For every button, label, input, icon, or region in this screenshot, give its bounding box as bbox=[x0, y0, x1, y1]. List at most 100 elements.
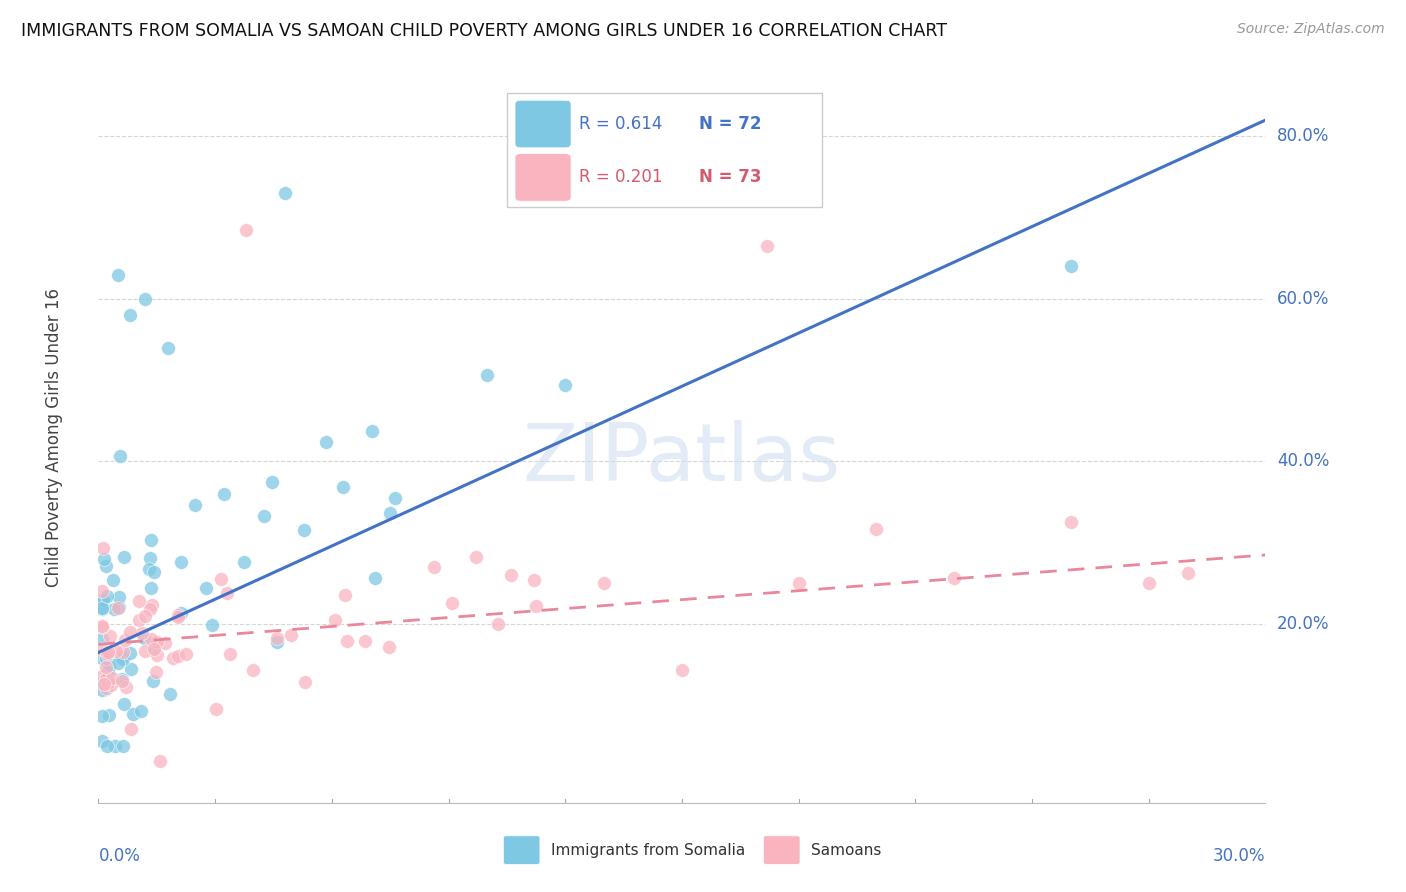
Point bbox=[134, 292, 156, 306]
Point bbox=[671, 663, 693, 677]
Text: IMMIGRANTS FROM SOMALIA VS SAMOAN CHILD POVERTY AMONG GIRLS UNDER 16 CORRELATION: IMMIGRANTS FROM SOMALIA VS SAMOAN CHILD … bbox=[21, 22, 948, 40]
Point bbox=[354, 634, 377, 648]
Point bbox=[155, 636, 177, 650]
Text: 30.0%: 30.0% bbox=[1213, 847, 1265, 865]
Point bbox=[107, 600, 129, 615]
FancyBboxPatch shape bbox=[515, 153, 571, 202]
Point bbox=[142, 640, 165, 655]
Point bbox=[170, 555, 193, 569]
Point bbox=[91, 708, 114, 723]
Point bbox=[120, 723, 142, 737]
Point bbox=[134, 632, 156, 646]
Point bbox=[274, 186, 297, 201]
Point bbox=[139, 602, 162, 616]
Point bbox=[96, 589, 118, 603]
Point bbox=[218, 647, 240, 661]
Text: 80.0%: 80.0% bbox=[1277, 128, 1330, 145]
Point bbox=[333, 588, 356, 602]
Point bbox=[194, 582, 217, 596]
Point bbox=[91, 596, 114, 610]
Point bbox=[1060, 260, 1083, 274]
Point bbox=[91, 734, 114, 748]
Point bbox=[145, 665, 167, 680]
Point bbox=[91, 683, 114, 698]
Point bbox=[167, 649, 190, 664]
Point bbox=[103, 602, 125, 616]
Point bbox=[104, 739, 127, 753]
Point bbox=[145, 635, 167, 649]
Text: Samoans: Samoans bbox=[811, 843, 882, 857]
Point bbox=[96, 672, 118, 686]
Point bbox=[142, 673, 165, 688]
Point bbox=[98, 658, 121, 673]
FancyBboxPatch shape bbox=[508, 94, 823, 207]
Point bbox=[205, 702, 228, 716]
Point bbox=[118, 625, 141, 640]
Point bbox=[122, 707, 145, 722]
Point bbox=[120, 662, 142, 676]
Text: 60.0%: 60.0% bbox=[1277, 290, 1330, 308]
Text: N = 73: N = 73 bbox=[699, 169, 762, 186]
Point bbox=[110, 672, 132, 686]
Text: Child Poverty Among Girls Under 16: Child Poverty Among Girls Under 16 bbox=[45, 287, 63, 587]
Point bbox=[120, 646, 142, 660]
Point bbox=[260, 475, 283, 489]
Point bbox=[112, 645, 135, 659]
Point bbox=[235, 223, 257, 237]
Point bbox=[134, 608, 156, 623]
Point bbox=[242, 663, 264, 677]
Text: Source: ZipAtlas.com: Source: ZipAtlas.com bbox=[1237, 22, 1385, 37]
Point bbox=[91, 601, 114, 615]
Point bbox=[486, 617, 509, 632]
Point bbox=[332, 480, 354, 494]
Point bbox=[1137, 576, 1160, 591]
Point bbox=[107, 268, 129, 282]
Point bbox=[112, 550, 135, 565]
Point bbox=[294, 674, 316, 689]
Point bbox=[91, 593, 114, 607]
Point bbox=[94, 660, 117, 674]
Point bbox=[112, 697, 135, 711]
Point bbox=[266, 634, 288, 648]
Point bbox=[131, 626, 153, 640]
Text: 40.0%: 40.0% bbox=[1277, 452, 1330, 470]
Point bbox=[787, 575, 810, 590]
Point bbox=[139, 551, 162, 566]
Point bbox=[523, 573, 546, 587]
Point bbox=[253, 509, 276, 524]
Point bbox=[378, 507, 401, 521]
Point bbox=[129, 704, 152, 718]
Point bbox=[112, 652, 135, 666]
Point bbox=[593, 575, 616, 590]
Point bbox=[101, 671, 124, 685]
Point bbox=[139, 533, 162, 547]
Point bbox=[865, 523, 887, 537]
Point bbox=[232, 555, 254, 569]
Point bbox=[96, 648, 118, 662]
Point bbox=[110, 651, 132, 665]
Point bbox=[96, 681, 118, 696]
Point bbox=[378, 640, 401, 654]
Point bbox=[170, 606, 193, 620]
Point bbox=[159, 687, 181, 701]
Point bbox=[91, 651, 114, 665]
Point bbox=[111, 739, 134, 753]
Point bbox=[94, 651, 117, 665]
Point bbox=[98, 708, 121, 723]
Point bbox=[115, 680, 138, 694]
Point bbox=[1060, 516, 1083, 530]
Point bbox=[93, 552, 115, 566]
Point bbox=[1177, 566, 1199, 581]
Point bbox=[167, 607, 190, 622]
Point bbox=[756, 239, 779, 253]
Text: Immigrants from Somalia: Immigrants from Somalia bbox=[551, 843, 745, 857]
Point bbox=[174, 647, 197, 661]
Point bbox=[134, 644, 156, 658]
Point bbox=[91, 602, 114, 616]
Point bbox=[360, 424, 382, 438]
Point bbox=[139, 582, 162, 596]
Text: ZIPatlas: ZIPatlas bbox=[523, 420, 841, 498]
Point bbox=[323, 613, 346, 627]
Text: 20.0%: 20.0% bbox=[1277, 615, 1330, 633]
Point bbox=[101, 573, 124, 587]
